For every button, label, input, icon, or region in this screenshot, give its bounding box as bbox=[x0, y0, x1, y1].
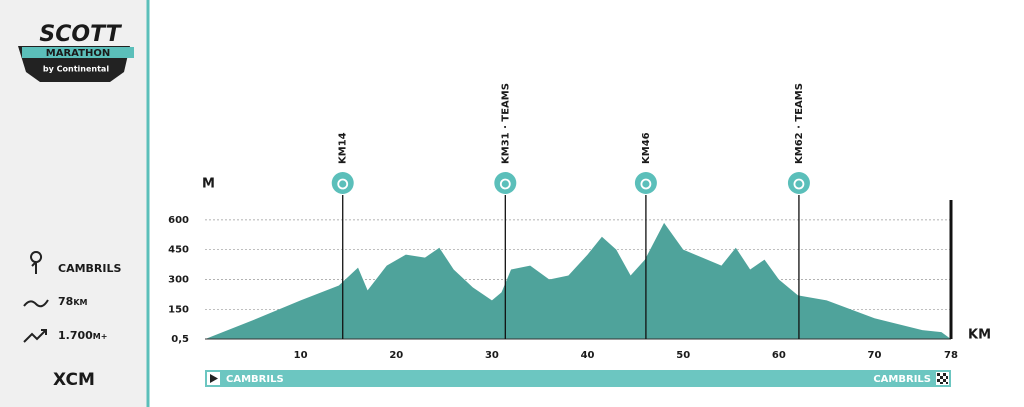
logo-sponsor: by Continental bbox=[43, 65, 109, 74]
marker-icon-glyph bbox=[337, 178, 349, 190]
marker-icon bbox=[494, 172, 517, 194]
x-tick-label: 10 bbox=[294, 350, 308, 361]
logo-band bbox=[22, 47, 134, 58]
y-tick-label: 300 bbox=[168, 274, 189, 285]
location: CAMBRILS bbox=[58, 262, 121, 275]
logo: SCOTT MARATHON by Continental bbox=[18, 22, 134, 82]
distance-icon bbox=[23, 299, 49, 308]
distance-value: 78 bbox=[58, 295, 73, 308]
elevation: 1.700M+ bbox=[58, 329, 107, 342]
elevation-area bbox=[205, 222, 951, 340]
distance-unit: KM bbox=[73, 298, 87, 307]
marker-icon bbox=[787, 172, 810, 194]
marker-icon-glyph bbox=[793, 178, 805, 190]
elevation-unit: M+ bbox=[93, 332, 108, 341]
x-tick-label: 60 bbox=[772, 350, 786, 361]
route-start: CAMBRILS bbox=[226, 374, 284, 385]
start-icon bbox=[210, 374, 218, 383]
marker-icon bbox=[634, 172, 657, 194]
finish-icon bbox=[937, 373, 948, 384]
route-band bbox=[205, 370, 951, 387]
x-axis-label: KM bbox=[968, 328, 991, 343]
x-tick-label: 50 bbox=[676, 350, 690, 361]
marker-label: KM31 · TEAMS bbox=[500, 83, 511, 164]
logo-event: MARATHON bbox=[46, 48, 110, 59]
marker: KM62 · TEAMS bbox=[787, 83, 810, 339]
y-tick-label: 0,5 bbox=[171, 334, 189, 345]
x-tick-label: 40 bbox=[581, 350, 595, 361]
marker-label: KM14 bbox=[338, 132, 349, 164]
route-bar: CAMBRILS CAMBRILS bbox=[205, 370, 951, 387]
discipline: XCM bbox=[53, 370, 95, 390]
distance: 78KM bbox=[58, 295, 88, 308]
y-tick-label: 600 bbox=[168, 215, 189, 226]
marker: KM31 · TEAMS bbox=[494, 83, 517, 339]
x-tick-label: 70 bbox=[868, 350, 882, 361]
x-tick-label: 78 bbox=[944, 350, 958, 361]
marker-label: KM62 · TEAMS bbox=[794, 83, 805, 164]
marker-label: KM46 bbox=[641, 132, 652, 164]
marker: KM46 bbox=[634, 132, 657, 339]
elevation-value: 1.700 bbox=[58, 329, 93, 342]
y-tick-label: 150 bbox=[168, 304, 189, 315]
x-tick-label: 20 bbox=[389, 350, 403, 361]
y-tick-label: 450 bbox=[168, 245, 189, 256]
location-icon bbox=[30, 251, 43, 274]
info: CAMBRILS 78KM 1.700M+ XCM bbox=[23, 251, 121, 390]
marker-icon bbox=[331, 172, 354, 194]
elevation-icon bbox=[23, 329, 47, 343]
marker: KM14 bbox=[331, 132, 354, 339]
marker-icon-glyph bbox=[640, 178, 652, 190]
y-axis-label: M bbox=[202, 177, 215, 192]
x-tick-label: 30 bbox=[485, 350, 499, 361]
marker-icon-glyph bbox=[499, 178, 511, 190]
logo-brand: SCOTT bbox=[39, 22, 122, 47]
route-finish: CAMBRILS bbox=[873, 374, 931, 385]
